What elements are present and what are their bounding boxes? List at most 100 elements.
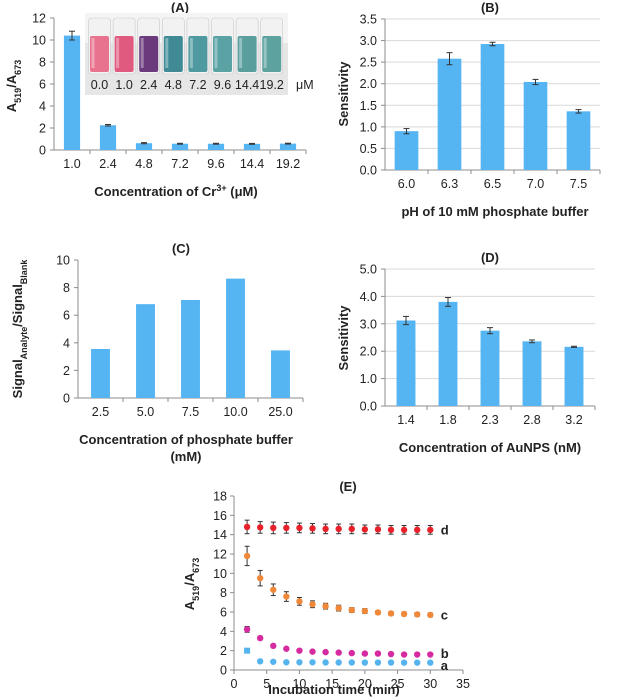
data-point <box>348 659 355 666</box>
inset-label: 19.2 <box>260 78 284 92</box>
data-point <box>256 524 264 531</box>
y-tick-label: 2.0 <box>360 345 377 359</box>
data-point <box>414 651 421 658</box>
x-tick-label: 10 <box>292 677 306 691</box>
data-point <box>256 658 264 665</box>
data-point <box>335 649 342 656</box>
data-point <box>387 650 395 658</box>
y-tick-label: 3.5 <box>360 13 377 27</box>
label-part: 3+ <box>216 183 226 193</box>
data-point <box>335 659 342 666</box>
data-point <box>427 659 434 666</box>
data-point <box>296 524 303 532</box>
x-tick-label: 1.8 <box>439 413 456 427</box>
chart-title: (C) <box>172 241 190 256</box>
y-tick-label: 4 <box>63 336 70 350</box>
x-tick-label: 19.2 <box>276 157 300 171</box>
data-point <box>322 603 329 610</box>
data-point <box>387 610 395 617</box>
bar-7.2 <box>171 143 189 150</box>
data-point <box>400 651 408 658</box>
series-c: c <box>243 545 448 622</box>
y-tick-label: 12 <box>213 548 227 562</box>
y-tick-label: 12 <box>32 12 46 26</box>
y-tick-label: 5.0 <box>360 263 377 277</box>
data-point <box>414 659 421 666</box>
label-part: A <box>4 102 19 112</box>
vial-solution <box>163 36 183 72</box>
inset-label: 1.0 <box>115 78 132 92</box>
x-tick-label: 35 <box>456 677 470 691</box>
x-tick-label: 6.3 <box>441 177 458 191</box>
x-tick-label: 14.4 <box>240 157 264 171</box>
data-point <box>400 610 408 618</box>
x-tick-label: 2.3 <box>481 413 498 427</box>
bar-1.0 <box>63 35 81 150</box>
data-point <box>427 651 434 658</box>
data-point <box>335 604 342 612</box>
x-tick-label: 10.0 <box>223 405 247 419</box>
chart-title: (D) <box>481 250 499 265</box>
data-point <box>361 650 369 657</box>
x-tick-label: 7.0 <box>527 177 544 191</box>
y-tick-label: 8 <box>63 281 70 295</box>
vial-solution <box>262 36 282 72</box>
bar-7.5 <box>566 111 591 170</box>
y-tick-label: 1.0 <box>360 120 377 134</box>
bar-2.8 <box>522 341 542 406</box>
data-point <box>322 659 329 666</box>
x-tick-label: 7.2 <box>171 157 188 171</box>
x-tick-label: 6.0 <box>398 177 415 191</box>
series-label: c <box>441 607 448 622</box>
data-point <box>270 642 277 650</box>
x-tick-label: 7.5 <box>570 177 587 191</box>
bar-3.2 <box>564 346 584 406</box>
vial-solution <box>188 36 208 72</box>
data-point <box>309 648 316 655</box>
chart-title: (A) <box>171 0 189 15</box>
y-axis-label: A519/A673 <box>4 60 23 112</box>
vial-highlight <box>239 38 243 68</box>
y-axis-label: Sensitivity <box>336 61 351 127</box>
data-point <box>374 609 382 616</box>
data-point <box>322 525 329 533</box>
x-tick-label: 2.4 <box>99 157 116 171</box>
x-tick-label: 3.2 <box>565 413 582 427</box>
x-tick-label: 25.0 <box>268 405 292 419</box>
data-point <box>283 593 290 600</box>
data-point <box>296 598 303 605</box>
x-tick-label: 15 <box>325 677 339 691</box>
data-point <box>387 526 395 534</box>
x-axis-label: Incubation time (min) <box>268 682 399 697</box>
data-point <box>427 526 434 534</box>
data-point <box>348 649 355 657</box>
y-tick-label: 2 <box>220 644 227 658</box>
panel-d: 0.0 1.0 2.0 3.0 4.0 5.0 1.4 1.8 2.3 2.8 3.2 (D) Conc… <box>336 250 596 455</box>
y-tick-label: 0 <box>39 144 46 158</box>
inset-label: 7.2 <box>189 78 206 92</box>
y-tick-label: 6 <box>220 606 227 620</box>
label-part: 519 <box>191 586 201 601</box>
x-axis-label: Concentration of phosphate buffer <box>79 432 293 447</box>
inset-label: 9.6 <box>214 78 231 92</box>
y-tick-label: 10 <box>56 254 70 268</box>
data-point <box>243 523 251 531</box>
x-tick-label: 5.0 <box>137 405 154 419</box>
y-tick-label: 4.0 <box>360 290 377 304</box>
vial-highlight <box>116 38 120 68</box>
data-point <box>414 611 421 618</box>
vial-highlight <box>263 38 267 68</box>
series-b: b <box>243 626 449 661</box>
y-tick-label: 0.5 <box>360 142 377 156</box>
data-point <box>270 586 277 593</box>
vial-highlight <box>91 38 95 68</box>
vial-highlight <box>189 38 193 68</box>
panel-e: 0 2 4 6 8 10 12 14 16 18 0 5 10 15 20 25 30 35 d c ba (E) Incu… <box>182 479 470 697</box>
data-point <box>283 659 290 666</box>
x-axis-label: pH of 10 mM phosphate buffer <box>401 204 588 219</box>
data-point <box>400 659 408 666</box>
bar-4.8 <box>135 143 153 150</box>
vial-solution <box>213 36 232 72</box>
data-point <box>361 607 369 615</box>
